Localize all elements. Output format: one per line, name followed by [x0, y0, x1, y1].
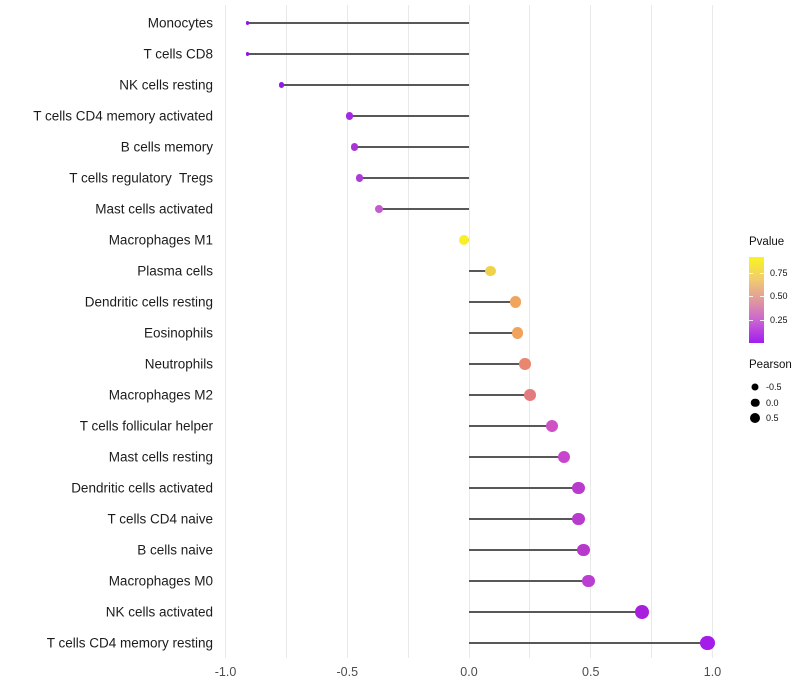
pvalue-legend-title: Pvalue [749, 236, 785, 248]
pearson-size-dot [750, 398, 760, 407]
row-label: Macrophages M0 [108, 573, 213, 589]
pvalue-colorbar [749, 257, 764, 343]
gridline [712, 5, 713, 658]
lollipop-stem [469, 301, 516, 303]
row-label: Monocytes [147, 15, 213, 31]
gridline [225, 5, 226, 658]
lollipop-dot [278, 82, 285, 88]
lollipop-stem [469, 425, 552, 427]
row-label: T cells regulatory Tregs [69, 170, 213, 186]
row-label: NK cells resting [119, 77, 213, 93]
lollipop-dot [635, 605, 649, 619]
row-label: T cells CD4 memory resting [46, 635, 213, 651]
x-tick-label: -1.0 [214, 665, 237, 679]
lollipop-dot [458, 234, 470, 246]
row-label: NK cells activated [105, 604, 213, 620]
colorbar-tick [749, 319, 753, 321]
lollipop-dot [545, 419, 558, 433]
lollipop-stem [469, 332, 518, 334]
lollipop-stem [349, 115, 469, 117]
colorbar-tick [749, 296, 753, 297]
pearson-size-dot [751, 383, 759, 391]
colorbar-tick [760, 272, 764, 274]
colorbar-tick-label: 0.50 [770, 291, 788, 301]
row-label: Mast cells resting [108, 449, 213, 465]
lollipop-dot [523, 389, 536, 401]
row-label: T cells follicular helper [79, 418, 213, 434]
colorbar-tick [749, 272, 753, 274]
gridline [468, 5, 470, 658]
pearson-size-dot [750, 413, 760, 423]
lollipop-stem [247, 53, 469, 55]
row-label: B cells memory [120, 139, 213, 155]
row-label: Dendritic cells resting [84, 294, 213, 310]
x-tick-label: -0.5 [336, 665, 359, 679]
row-label: T cells CD4 memory activated [33, 108, 213, 124]
lollipop-dot [511, 327, 524, 339]
row-label: Mast cells activated [95, 201, 213, 217]
lollipop-dot [245, 21, 249, 25]
row-label: Neutrophils [144, 356, 213, 372]
lollipop-dot [572, 481, 585, 495]
lollipop-dot [557, 450, 571, 464]
lollipop-stem [281, 84, 469, 86]
gridline [285, 5, 287, 658]
lollipop-dot [355, 174, 364, 182]
lollipop-dot [700, 635, 716, 651]
lollipop-stem [469, 487, 579, 489]
lollipop-stem [469, 394, 530, 396]
x-tick-label: 0.5 [582, 665, 600, 679]
row-label: Plasma cells [137, 263, 213, 279]
lollipop-dot [374, 204, 384, 214]
row-label: Dendritic cells activated [71, 480, 213, 496]
lollipop-stem [378, 208, 469, 210]
gridline [590, 5, 592, 658]
lollipop-stem [469, 580, 589, 582]
lollipop-stem [469, 611, 642, 613]
row-label: Macrophages M2 [108, 387, 213, 403]
lollipop-stem [469, 363, 525, 365]
lollipop-dot [572, 512, 585, 526]
lollipop-stem [359, 177, 469, 179]
lollipop-stem [469, 549, 584, 551]
x-tick-label: 0.0 [460, 665, 478, 679]
lollipop-stem [469, 518, 579, 520]
lollipop-dot [581, 574, 595, 588]
lollipop-dot [509, 296, 521, 308]
row-label: Macrophages M1 [108, 232, 213, 248]
gridline [529, 5, 531, 658]
gridline [346, 5, 348, 658]
gridline [407, 5, 409, 658]
lollipop-dot [350, 143, 359, 151]
lollipop-stem [469, 456, 564, 458]
colorbar-tick-label: 0.75 [770, 267, 788, 278]
x-tick-label: 1.0 [703, 665, 722, 679]
row-label: T cells CD4 naive [107, 511, 213, 527]
lollipop-dot [485, 265, 497, 277]
lollipop-stem [354, 146, 469, 148]
lollipop-stem [247, 22, 469, 24]
colorbar-tick-label: 0.25 [770, 314, 788, 325]
row-label: Eosinophils [143, 325, 213, 341]
pearson-size-label: 0.0 [766, 397, 779, 408]
lollipop-dot [519, 358, 531, 370]
gridline [651, 5, 653, 658]
colorbar-tick [760, 296, 764, 297]
pearson-legend-title: Pearson [749, 359, 792, 371]
lollipop-stem [469, 642, 708, 644]
lollipop-dot [245, 52, 249, 56]
pearson-size-label: 0.5 [766, 413, 779, 423]
lollipop-dot [577, 543, 590, 557]
row-label: T cells CD8 [143, 46, 213, 62]
lollipop-dot [345, 112, 354, 120]
pearson-size-label: -0.5 [766, 382, 782, 392]
lollipop-stem [469, 270, 491, 272]
row-label: B cells naive [137, 542, 213, 558]
colorbar-tick [760, 319, 764, 321]
